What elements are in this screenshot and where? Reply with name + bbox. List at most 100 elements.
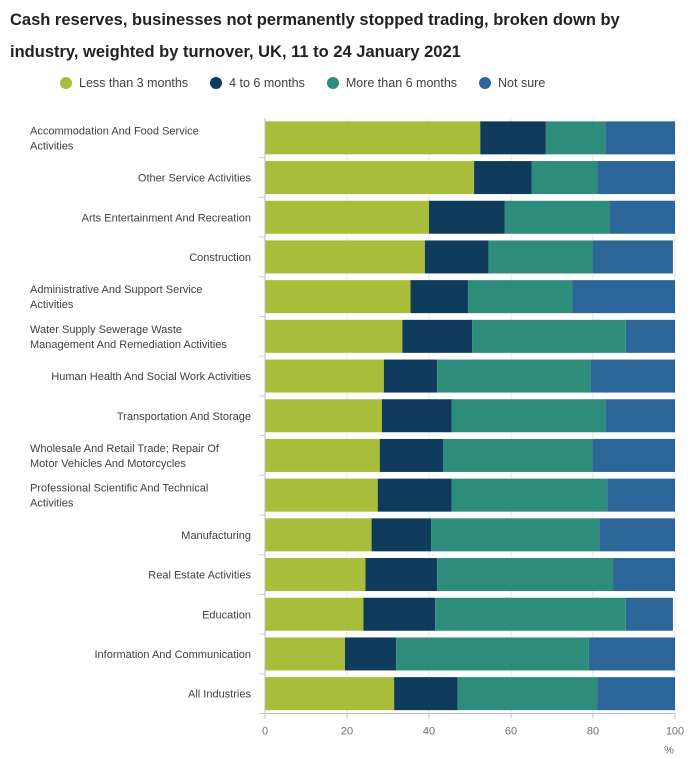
bar-segment bbox=[531, 161, 598, 195]
x-tick-label: 20 bbox=[341, 726, 353, 738]
bar-segment bbox=[265, 518, 372, 552]
bar-segment bbox=[383, 359, 438, 393]
bar-segment bbox=[363, 597, 436, 631]
bar-segment bbox=[472, 319, 626, 353]
category-label: Activities bbox=[30, 498, 74, 510]
bar-segment bbox=[265, 200, 429, 234]
bar-segment bbox=[451, 478, 608, 512]
bar-segment bbox=[265, 319, 403, 353]
category-label: Transportation And Storage bbox=[117, 411, 251, 423]
category-label: All Industries bbox=[188, 689, 251, 701]
bar-segment bbox=[437, 359, 591, 393]
chart-title: Cash reserves, businesses not permanentl… bbox=[10, 11, 620, 61]
legend-label: More than 6 months bbox=[345, 76, 458, 90]
bar-segment bbox=[545, 121, 606, 155]
legend-item: Less than 3 months bbox=[60, 76, 188, 90]
bar-segment bbox=[394, 677, 458, 711]
bar-segment bbox=[488, 240, 593, 274]
legend-swatch bbox=[479, 77, 492, 89]
bar-segment bbox=[265, 677, 395, 711]
category-label: Construction bbox=[189, 252, 251, 264]
category-label: Water Supply Sewerage Waste bbox=[30, 324, 182, 336]
bar-segment bbox=[410, 280, 468, 314]
bar-segment bbox=[344, 637, 397, 671]
category-label: Accommodation And Food Service bbox=[30, 125, 199, 137]
bar-segment bbox=[597, 161, 675, 195]
bar-segment bbox=[371, 518, 432, 552]
bar-segment bbox=[429, 200, 505, 234]
bar-segment bbox=[431, 518, 600, 552]
legend-item: 4 to 6 months bbox=[210, 76, 305, 90]
category-label: Arts Entertainment And Recreation bbox=[82, 212, 251, 224]
x-tick-label: 60 bbox=[505, 726, 517, 738]
bar-segment bbox=[435, 597, 626, 631]
bar-segment bbox=[457, 677, 598, 711]
bar-segment bbox=[265, 558, 366, 592]
x-tick-label: 40 bbox=[423, 726, 435, 738]
category-label: Other Service Activities bbox=[138, 173, 252, 185]
bar-segment bbox=[451, 399, 606, 433]
bar-segment bbox=[593, 240, 673, 274]
bar-segment bbox=[265, 359, 384, 393]
x-axis-label: % bbox=[664, 745, 674, 757]
category-label: Information And Communication bbox=[94, 649, 251, 661]
legend-label: 4 to 6 months bbox=[229, 76, 305, 90]
category-label: Real Estate Activities bbox=[148, 570, 251, 582]
bar-segment bbox=[265, 637, 345, 671]
bar-segment bbox=[402, 319, 473, 353]
x-tick-label: 100 bbox=[666, 726, 684, 738]
bar-segment bbox=[265, 280, 411, 314]
category-label: Human Health And Social Work Activities bbox=[51, 371, 251, 383]
bar-segment bbox=[377, 478, 452, 512]
bar-segment bbox=[265, 597, 364, 631]
bar-segment bbox=[572, 280, 675, 314]
bar-segment bbox=[424, 240, 489, 274]
bar-segment bbox=[265, 438, 380, 472]
category-label: Wholesale And Retail Trade; Repair Of bbox=[30, 443, 220, 455]
category-label: Management And Remediation Activities bbox=[30, 339, 227, 351]
bar-segment bbox=[599, 518, 675, 552]
bar-segment bbox=[605, 399, 675, 433]
legend-swatch bbox=[60, 77, 72, 89]
bar-segment bbox=[381, 399, 452, 433]
bar-segment bbox=[265, 399, 382, 433]
bar-segment bbox=[588, 637, 675, 671]
legend-item: Not sure bbox=[479, 76, 545, 90]
bar-segment bbox=[379, 438, 444, 472]
bar-segment bbox=[437, 558, 614, 592]
bar-segment bbox=[474, 161, 532, 195]
bar-segment bbox=[265, 478, 378, 512]
bar-segment bbox=[613, 558, 675, 592]
bar-segment bbox=[609, 200, 675, 234]
bar-segment bbox=[396, 637, 589, 671]
category-label: Activities bbox=[30, 140, 74, 152]
category-label: Education bbox=[202, 609, 251, 621]
bar-segment bbox=[625, 597, 673, 631]
bar-segment bbox=[467, 280, 573, 314]
bar-segment bbox=[590, 359, 675, 393]
bar-segment bbox=[625, 319, 675, 353]
bar-segment bbox=[265, 121, 481, 155]
x-tick-label: 80 bbox=[587, 726, 599, 738]
category-label: Motor Vehicles And Motorcycles bbox=[30, 458, 186, 470]
category-label: Professional Scientific And Technical bbox=[30, 483, 208, 495]
legend-swatch bbox=[210, 77, 223, 89]
chart-legend: Less than 3 months 4 to 6 months More than… bbox=[60, 76, 567, 90]
legend-swatch bbox=[326, 77, 339, 89]
bar-segment bbox=[605, 121, 675, 155]
bar-segment bbox=[443, 438, 593, 472]
bar-segment bbox=[480, 121, 546, 155]
legend-label: Not sure bbox=[498, 76, 546, 90]
x-tick-label: 0 bbox=[262, 726, 268, 738]
bar-segment bbox=[607, 478, 675, 512]
bar-segment bbox=[265, 240, 425, 274]
category-label: Activities bbox=[30, 299, 74, 311]
legend-label: Less than 3 months bbox=[79, 76, 189, 90]
bar-segment bbox=[265, 161, 475, 195]
legend-item: More than 6 months bbox=[326, 76, 458, 90]
bar-segment bbox=[597, 677, 675, 711]
category-label: Administrative And Support Service bbox=[30, 284, 202, 296]
category-label: Manufacturing bbox=[181, 530, 251, 542]
bar-segment bbox=[504, 200, 610, 234]
